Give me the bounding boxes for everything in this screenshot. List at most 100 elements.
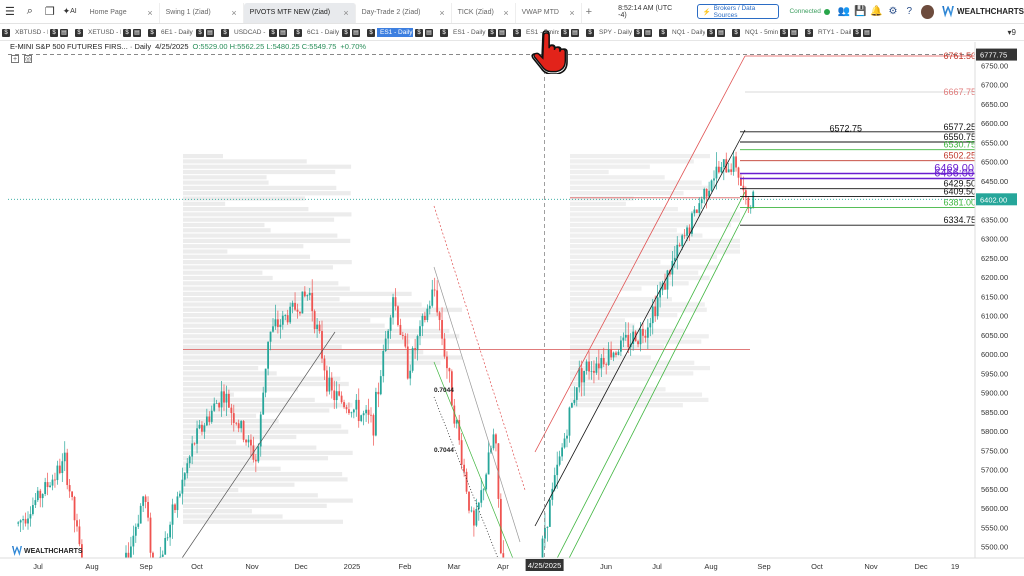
symbol-menu-icon[interactable]: ▤ [425,28,433,37]
candle-body [66,452,69,486]
symbol-menu-icon[interactable]: ▤ [571,28,579,37]
symbol-dollar-icon[interactable]: $ [269,28,277,37]
symbol-dollar-icon[interactable]: $ [367,28,375,37]
symbol-dollar-icon[interactable]: $ [440,28,448,37]
volume-profile-bar [183,403,353,408]
legend-instrument: E-MINI S&P 500 FUTURES FIRS... · Daily [10,42,152,51]
symbol-label[interactable]: ES1 - Daily [453,29,486,36]
symbol-menu-icon[interactable]: ▤ [644,28,652,37]
layers-icon[interactable]: ❐ [44,6,55,18]
close-tab-icon[interactable]: × [503,7,509,18]
menu-icon[interactable]: ☰ [5,6,15,18]
tab-4[interactable]: TICK (Ziad) × [452,2,516,23]
avatar[interactable] [921,4,935,19]
symbol-dollar-icon[interactable]: $ [294,28,302,37]
symbol-slot-4[interactable]: $6C1 - Daily $ ▤ [292,26,365,40]
tab-3[interactable]: Day-Trade 2 (Ziad) × [356,2,452,23]
symbol-slot-9[interactable]: $ NQ1 - Daily $ ▤ [657,26,730,40]
brokers-button[interactable]: ⚡ Brokers / Data Sources [696,4,780,19]
symbol-dollar-icon[interactable]: $ [634,28,642,37]
symbol-dollar-icon[interactable]: $ [853,28,861,37]
x-tick-label: Oct [191,562,204,571]
symbol-dollar-icon[interactable]: $ [50,28,58,37]
close-tab-icon[interactable]: × [439,7,445,18]
symbol-dollar-icon[interactable]: $ [561,28,569,37]
symbol-label[interactable]: USDCAD - Daily [234,29,267,36]
symbol-menu-icon[interactable]: ▤ [279,28,287,37]
symbol-dollar-icon[interactable]: $ [659,28,667,37]
close-tab-icon[interactable]: × [569,7,575,18]
symbol-label[interactable]: SPY - Daily [599,29,632,36]
add-indicator-icon[interactable]: + [11,55,19,63]
volume-profile-bar [570,191,684,196]
symbol-dollar-icon[interactable]: $ [148,28,156,37]
symbol-dollar-icon[interactable]: $ [196,28,204,37]
symbol-slot-0[interactable]: $XBTUSD - Daily$▤ [0,26,73,40]
symbol-slot-2[interactable]: $6E1 - Daily $ ▤ [146,26,219,40]
symbol-label[interactable]: 6E1 - Daily [161,29,193,36]
symbol-menu-icon[interactable]: ▤ [60,28,68,37]
symbol-slot-10[interactable]: $ NQ1 - 5mins $ ▤ [730,26,803,40]
ai-button[interactable]: ✦ AI [62,6,77,16]
symbol-label[interactable]: 6C1 - Daily [307,29,340,36]
symbol-dollar-icon[interactable]: $ [342,28,350,37]
symbol-dollar-icon[interactable]: $ [780,28,788,37]
search-icon[interactable]: ⌕ [26,5,33,17]
tab-1[interactable]: Swing 1 (Ziad) × [160,2,244,23]
candle-body [32,505,34,515]
candle-body [678,244,681,247]
layout-count[interactable]: ▾9 [1008,28,1016,37]
save-icon[interactable]: 💾 [854,6,867,17]
symbol-dollar-icon[interactable]: $ [221,28,229,37]
symbol-dollar-icon[interactable]: $ [707,28,715,37]
volume-profile-bar [570,164,650,169]
users-icon[interactable]: 👥 [837,6,851,17]
symbol-menu-icon[interactable]: ▤ [863,28,871,37]
symbol-dollar-icon[interactable]: $ [415,28,423,37]
bell-icon[interactable]: 🔔 [870,6,883,17]
symbol-dollar-icon[interactable]: $ [513,28,521,37]
candle-body [296,309,299,312]
tab-2[interactable]: PIVOTS MTF NEW (Ziad) × [243,2,356,23]
symbol-slot-5[interactable]: $ ES1 - Daily $ ▤ [365,26,438,40]
symbol-label[interactable]: NQ1 - 5mins [745,29,778,36]
symbol-dollar-icon[interactable]: $ [488,28,496,37]
symbol-menu-icon[interactable]: ▤ [498,28,506,37]
symbol-slot-11[interactable]: $RTY1 - Daily$▤ [803,26,876,40]
tab-5[interactable]: VWAP MTD × [516,2,582,23]
symbol-dollar-icon[interactable]: $ [732,28,740,37]
symbol-label[interactable]: ES1 - Daily [377,28,413,37]
help-icon[interactable]: ? [906,6,912,17]
close-tab-icon[interactable]: × [147,7,153,18]
symbol-dollar-icon[interactable]: $ [586,28,594,37]
symbol-slot-8[interactable]: $ SPY - Daily $ ▤ [584,26,657,40]
symbol-dollar-icon[interactable]: $ [805,28,813,37]
symbol-dollar-icon[interactable]: $ [2,28,10,37]
price-chart[interactable]: 6761.50 6667.75 6577.25 6572.75 6550.756530.… [0,42,1024,576]
symbol-dollar-icon[interactable]: $ [75,28,83,37]
symbol-menu-icon[interactable]: ▤ [717,28,725,37]
close-tab-icon[interactable]: × [343,7,349,18]
candle-body [208,416,211,422]
hide-eye-icon[interactable]: ◎ [24,55,32,63]
add-tab-button[interactable]: + [585,5,593,18]
close-tab-icon[interactable]: × [231,7,237,18]
candle-body [397,306,399,325]
symbol-label[interactable]: XETUSD - Daily [88,29,121,36]
x-tick-label: Aug [85,562,98,571]
symbol-slot-6[interactable]: $ ES1 - Daily $ ▤ [438,26,511,40]
candle-body [213,403,216,411]
symbol-menu-icon[interactable]: ▤ [133,28,141,37]
symbol-menu-icon[interactable]: ▤ [206,28,214,37]
tab-0[interactable]: Home Page × [84,2,160,23]
symbol-menu-icon[interactable]: ▤ [790,28,798,37]
symbol-slot-3[interactable]: $USDCAD - Daily$▤ [219,26,292,40]
symbol-menu-icon[interactable]: ▤ [352,28,360,37]
symbol-dollar-icon[interactable]: $ [123,28,131,37]
gear-icon[interactable]: ⚙ [888,6,898,17]
symbol-label[interactable]: XBTUSD - Daily [15,29,48,36]
symbol-slot-1[interactable]: $XETUSD - Daily$▤ [73,26,146,40]
volume-profile-bar [570,302,705,307]
symbol-label[interactable]: NQ1 - Daily [672,29,705,36]
symbol-label[interactable]: RTY1 - Daily [818,29,851,36]
